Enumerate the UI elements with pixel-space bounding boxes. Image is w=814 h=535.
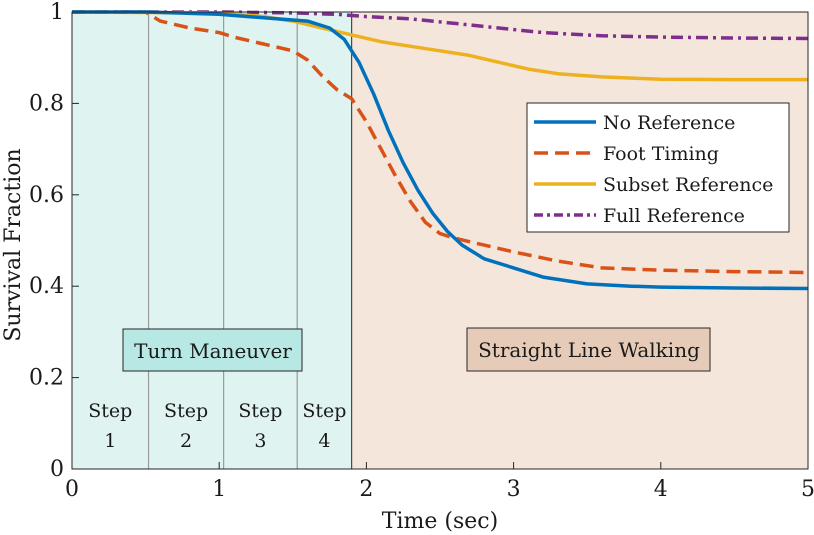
x-tick-label: 5 [801, 477, 814, 502]
step-number: 1 [104, 430, 116, 452]
y-tick-label: 0.8 [29, 91, 64, 116]
region-background [72, 12, 352, 469]
step-number: 3 [254, 430, 266, 452]
step-label: Step [164, 400, 208, 422]
straight-line-label-box [466, 327, 711, 372]
step-number: 4 [318, 430, 330, 452]
x-tick-label: 2 [359, 477, 373, 502]
y-tick-label: 0.4 [29, 274, 64, 299]
turn-maneuver-label: Turn Maneuver [134, 339, 292, 363]
legend-label: Subset Reference [603, 174, 773, 196]
y-axis-label: Survival Fraction [1, 148, 26, 341]
x-tick-label: 1 [212, 477, 226, 502]
x-axis-label: Time (sec) [382, 509, 498, 534]
step-number: 2 [180, 430, 192, 452]
legend-label: Full Reference [603, 205, 745, 227]
axes-box [71, 11, 809, 470]
turn-maneuver-label-box [122, 328, 303, 372]
step-label: Step [88, 400, 132, 422]
y-tick-label: 0 [50, 457, 64, 482]
x-tick-label: 0 [65, 477, 79, 502]
ticks-layer: 0 1 2 3 4 5 0 0.2 0.4 0.6 0.8 1 [29, 0, 814, 502]
straight-line-label: Straight Line Walking [478, 338, 700, 362]
legend-box [526, 102, 790, 233]
regions-layer [72, 12, 808, 469]
steps-layer: Step 1 Step 2 Step 3 Step 4 [88, 12, 346, 469]
y-tick-label: 0.6 [29, 183, 64, 208]
legend-label: Foot Timing [603, 143, 719, 165]
legend-items: No Reference Foot Timing Subset Reference F… [534, 112, 773, 227]
series-line [72, 10, 809, 41]
y-tick-label: 1 [50, 0, 64, 25]
step-label: Step [302, 400, 346, 422]
step-label: Step [238, 400, 282, 422]
region-labels-layer: Turn Maneuver Straight Line Walking [122, 327, 711, 372]
x-tick-label: 4 [654, 477, 668, 502]
series-line [72, 10, 809, 291]
x-tick-label: 3 [507, 477, 521, 502]
series-line [72, 10, 809, 275]
region-background [351, 12, 808, 469]
legend-label: No Reference [603, 112, 735, 134]
legend: No Reference Foot Timing Subset Reference F… [526, 102, 790, 233]
y-tick-label: 0.2 [29, 366, 64, 391]
series-layer [71, 10, 809, 291]
